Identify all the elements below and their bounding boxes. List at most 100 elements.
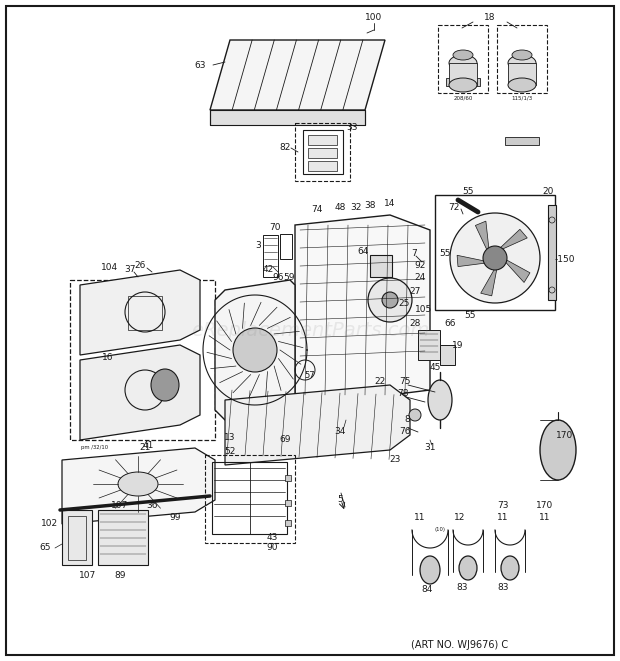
Text: eReplacementParts.com: eReplacementParts.com (191, 321, 429, 340)
Polygon shape (295, 215, 430, 405)
Text: 107: 107 (79, 570, 97, 580)
Text: 55: 55 (464, 311, 476, 319)
Ellipse shape (449, 55, 477, 71)
Bar (303, 130, 343, 174)
Bar (548, 205, 556, 300)
Ellipse shape (382, 292, 398, 308)
Text: 37: 37 (124, 266, 136, 274)
Text: 102: 102 (42, 518, 58, 527)
Bar (449, 63, 477, 85)
Text: 28: 28 (409, 319, 421, 329)
Bar (285, 520, 291, 526)
Polygon shape (80, 345, 200, 440)
Ellipse shape (409, 409, 421, 421)
Text: 69: 69 (279, 436, 291, 444)
Text: 11: 11 (539, 514, 551, 522)
Text: 5: 5 (337, 496, 343, 504)
Text: 55: 55 (463, 188, 474, 196)
Text: 25: 25 (398, 299, 410, 307)
Bar (68, 516, 86, 560)
Text: 55: 55 (439, 249, 451, 258)
Text: 7: 7 (411, 249, 417, 258)
Ellipse shape (368, 278, 412, 322)
Text: 83: 83 (456, 584, 467, 592)
Text: 73: 73 (497, 500, 509, 510)
Text: 19: 19 (452, 340, 464, 350)
Text: 22: 22 (374, 377, 386, 387)
Text: 26: 26 (135, 262, 146, 270)
Text: 170: 170 (556, 430, 574, 440)
Text: 82: 82 (280, 143, 291, 153)
Bar (505, 137, 539, 145)
Text: 52: 52 (224, 446, 236, 455)
Text: 23: 23 (389, 455, 401, 465)
Text: 90: 90 (266, 543, 278, 553)
Text: 3: 3 (255, 241, 261, 249)
Polygon shape (62, 448, 215, 524)
Text: 100: 100 (365, 13, 383, 22)
Polygon shape (457, 255, 489, 266)
Text: 18: 18 (484, 13, 496, 22)
Ellipse shape (118, 472, 158, 496)
Text: 115/1/3: 115/1/3 (512, 95, 533, 100)
Polygon shape (210, 110, 365, 125)
Polygon shape (497, 229, 527, 251)
Text: 78: 78 (397, 389, 409, 399)
Ellipse shape (459, 556, 477, 580)
Text: 65: 65 (39, 543, 51, 553)
Ellipse shape (501, 556, 519, 580)
Text: 13: 13 (224, 434, 236, 442)
Bar (295, 123, 350, 181)
Text: 105: 105 (415, 305, 433, 315)
Text: 75: 75 (399, 377, 410, 387)
Text: (10): (10) (435, 527, 446, 533)
Bar (285, 500, 291, 506)
Bar (440, 345, 455, 365)
Ellipse shape (450, 213, 540, 303)
Bar (128, 296, 162, 330)
Text: pm /32/10: pm /32/10 (81, 446, 108, 451)
Text: 31: 31 (424, 444, 436, 453)
Bar (70, 280, 215, 440)
Text: 14: 14 (384, 200, 396, 208)
Text: 24: 24 (414, 274, 425, 282)
Text: 57: 57 (304, 371, 316, 381)
Text: 11: 11 (414, 512, 426, 522)
Text: -150: -150 (555, 256, 575, 264)
Ellipse shape (420, 556, 440, 584)
Polygon shape (215, 280, 295, 420)
Ellipse shape (453, 50, 473, 60)
Text: 63: 63 (194, 61, 206, 69)
Text: 74: 74 (311, 206, 322, 215)
Text: 20: 20 (542, 188, 554, 196)
Polygon shape (80, 270, 200, 355)
Ellipse shape (449, 78, 477, 92)
Bar (435, 195, 555, 310)
Text: 83: 83 (497, 584, 509, 592)
Bar (308, 148, 337, 158)
Text: 84: 84 (422, 586, 433, 594)
Text: 76: 76 (399, 426, 410, 436)
Text: 36: 36 (146, 500, 157, 510)
Ellipse shape (428, 380, 452, 420)
Bar (508, 63, 536, 85)
Bar (285, 475, 291, 481)
Bar (98, 510, 148, 565)
Bar (446, 78, 480, 86)
Text: 96: 96 (272, 272, 284, 282)
Text: 107: 107 (112, 500, 128, 510)
Ellipse shape (151, 369, 179, 401)
Text: 33: 33 (346, 124, 358, 132)
Text: 11: 11 (497, 512, 509, 522)
Text: 27: 27 (409, 288, 421, 297)
Text: 21: 21 (140, 444, 151, 453)
Text: 45: 45 (429, 364, 441, 373)
Bar (497, 25, 547, 93)
Polygon shape (480, 266, 497, 296)
Bar (370, 255, 392, 277)
Text: 70: 70 (269, 223, 281, 233)
Bar (438, 25, 488, 93)
Polygon shape (210, 40, 385, 110)
Ellipse shape (540, 420, 576, 480)
Bar (62, 510, 92, 565)
